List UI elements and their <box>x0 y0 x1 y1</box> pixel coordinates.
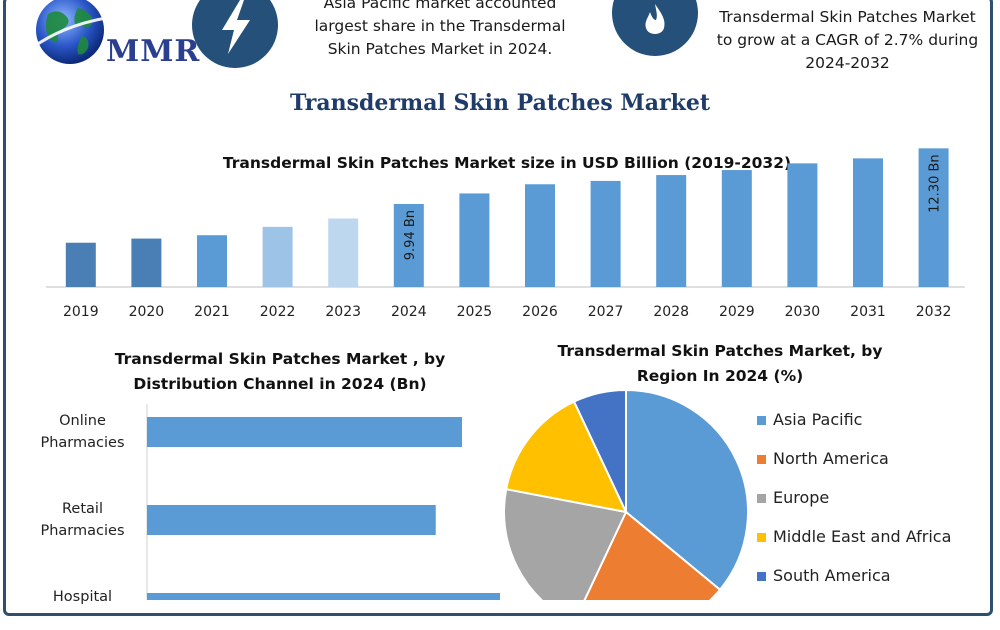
bar-2025 <box>459 193 490 287</box>
highlight-asia-pacific: Asia Pacific market accounted largest sh… <box>314 0 566 58</box>
bar-2030 <box>787 163 818 287</box>
brand-name: MMR <box>106 34 201 69</box>
bar-2027 <box>590 180 621 287</box>
legend-swatch <box>757 494 766 503</box>
bar-2023 <box>328 218 359 287</box>
legend-label: Middle East and Africa <box>773 527 952 546</box>
market-size-chart: 2019 2020 2021 2022 2023 2024 9.94 Bn 2025 2026 2… <box>46 148 965 320</box>
legend-label: Asia Pacific <box>773 410 863 429</box>
legend-label: North America <box>773 449 889 468</box>
category-label-hospital: Hospital <box>52 589 113 605</box>
category-label-online: Online Pharmacies <box>40 413 125 451</box>
bar-2020 <box>131 238 162 287</box>
hbar-online <box>147 417 462 447</box>
flame-icon <box>612 0 698 56</box>
market-size-chart-title: Transdermal Skin Patches Market size in … <box>222 154 792 172</box>
legend-swatch <box>757 533 766 542</box>
tick-label-2029: 2029 <box>719 304 755 320</box>
pie-slice-asia-pacific <box>625 388 749 592</box>
category-label-retail: Retail Pharmacies <box>40 501 125 539</box>
bar-2031 <box>853 158 883 287</box>
page-title: Transdermal Skin Patches Market <box>289 90 711 116</box>
data-label-2024: 9.94 Bn <box>403 210 418 260</box>
bar-2021 <box>197 235 227 287</box>
bar-2019 <box>65 242 96 287</box>
hbar-hospital <box>147 593 500 600</box>
bar-2032 <box>918 148 949 287</box>
pie-slice-south-america <box>572 388 627 513</box>
highlight-cagr: Transdermal Skin Patches Market to grow … <box>716 8 979 72</box>
brand-logo: MMR <box>18 0 199 72</box>
tick-label-2030: 2030 <box>785 304 821 320</box>
bar-2022 <box>262 226 293 287</box>
pie-slice-europe <box>503 487 628 600</box>
tick-label-2026: 2026 <box>522 304 558 320</box>
hbar-retail <box>147 505 436 535</box>
globe-icon <box>31 0 107 64</box>
distribution-chart-title: Transdermal Skin Patches Market , by Dis… <box>114 350 446 393</box>
tick-label-2031: 2031 <box>850 304 886 320</box>
tick-label-2022: 2022 <box>260 304 296 320</box>
bar-2026 <box>525 184 555 287</box>
tick-label-2032: 2032 <box>916 304 952 320</box>
tick-label-2028: 2028 <box>653 304 689 320</box>
legend-label: South America <box>773 566 891 585</box>
distribution-chart <box>146 404 500 600</box>
pie-slice-middle-east-and-africa <box>504 400 628 514</box>
tick-label-2025: 2025 <box>457 304 493 320</box>
tick-label-2027: 2027 <box>588 304 624 320</box>
bar-2029 <box>721 170 752 287</box>
tick-label-2020: 2020 <box>129 304 165 320</box>
pie-slice-north-america <box>583 510 722 600</box>
tick-label-2019: 2019 <box>63 304 99 320</box>
region-pie-chart <box>503 388 749 600</box>
legend-label: Europe <box>773 488 830 507</box>
tick-label-2023: 2023 <box>325 304 361 320</box>
tick-label-2021: 2021 <box>194 304 230 320</box>
bar-2028 <box>656 175 687 287</box>
lightning-icon <box>192 0 278 68</box>
legend-swatch <box>757 572 766 581</box>
region-chart-title: Transdermal Skin Patches Market, by Regi… <box>557 342 883 385</box>
bar-2024 <box>393 203 424 287</box>
tick-label-2024: 2024 <box>391 304 427 320</box>
legend-swatch <box>757 455 766 464</box>
data-label-2032: 12.30 Bn <box>928 154 943 213</box>
legend-swatch <box>757 416 766 425</box>
